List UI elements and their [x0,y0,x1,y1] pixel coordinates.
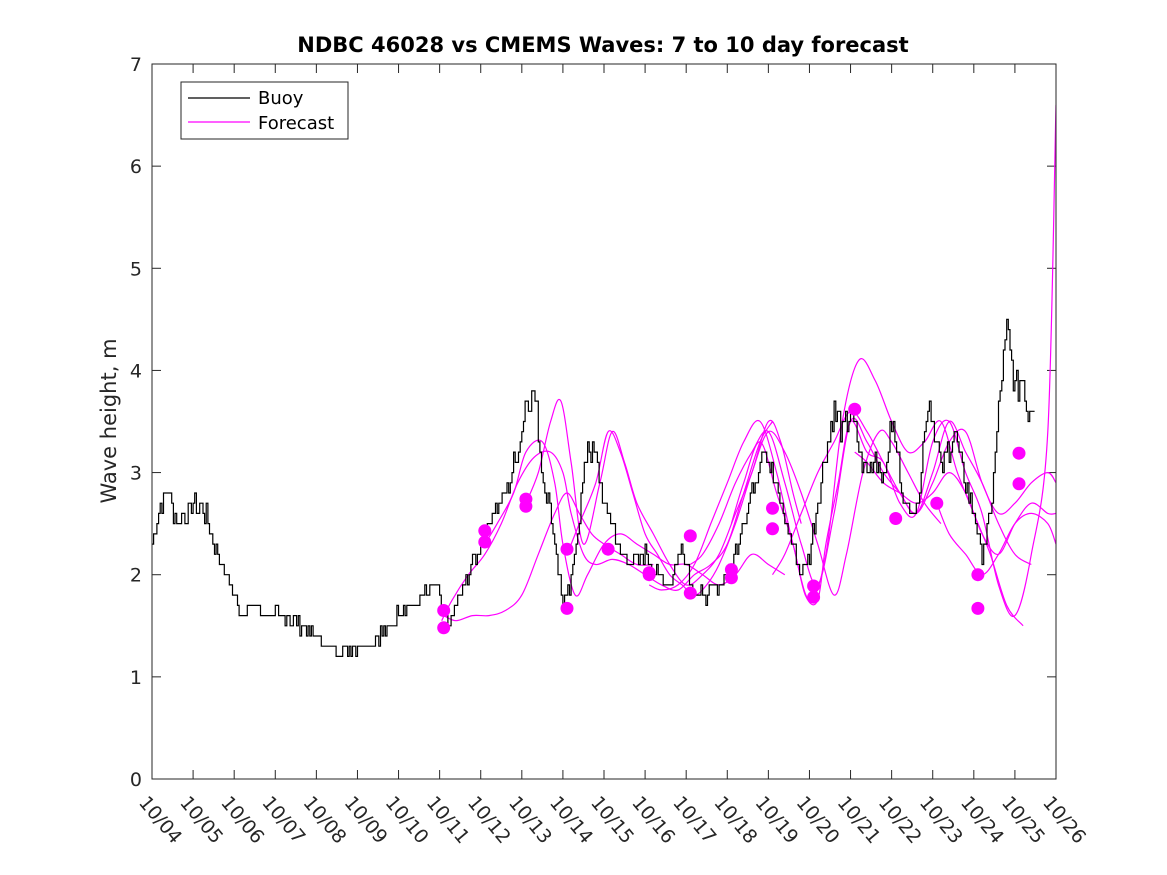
y-tick-label: 7 [130,54,142,76]
x-tick-label: 10/20 [792,792,844,848]
x-tick-label: 10/23 [915,792,967,848]
forecast-marker [1012,477,1026,491]
x-tick-label: 10/19 [751,792,803,848]
buoy-series-line [152,318,1035,657]
y-tick-label: 1 [130,667,142,689]
forecast-line-5 [566,429,942,596]
forecast-line-4 [525,398,802,586]
y-tick-label: 4 [130,360,142,382]
forecast-marker [971,568,985,582]
forecast-marker [807,579,821,593]
forecast-marker [642,568,656,582]
plot-frame [151,63,1057,780]
forecast-marker [683,586,697,600]
legend: Buoy Forecast [180,81,349,140]
forecast-marker [930,496,944,510]
forecast-line-2 [443,492,654,622]
forecast-marker [437,621,451,635]
x-tick-label: 10/10 [381,792,433,848]
x-tick-label: 10/16 [627,792,679,848]
forecast-marker [971,601,985,615]
forecast-marker [683,529,697,543]
x-tick-label: 10/06 [216,792,268,848]
y-tick-label: 6 [130,156,142,178]
forecast-marker [889,512,903,525]
x-tick-label: 10/26 [1038,792,1090,848]
legend-box [180,81,349,140]
forecast-line-6 [648,358,1024,627]
forecast-marker [560,542,574,556]
x-tick-label: 10/07 [257,792,309,848]
forecast-marker [601,542,615,556]
x-tick-label: 10/12 [463,792,515,848]
forecast-marker [478,535,492,549]
x-tick-label: 10/09 [340,792,392,848]
x-tick-label: 10/24 [956,792,1008,848]
forecast-marker [560,601,574,615]
x-tick-label: 10/25 [997,792,1049,848]
x-tick-label: 10/14 [545,792,597,848]
forecast-markers [437,402,1026,635]
forecast-marker [766,522,779,536]
forecast-marker [724,571,738,585]
x-tick-label: 10/17 [668,792,720,848]
forecast-line-10 [854,451,1056,555]
y-tick-label: 5 [130,258,142,280]
forecast-marker [478,524,492,538]
forecast-marker [766,501,779,515]
y-tick-label: 0 [130,769,142,791]
forecast-line-7 [689,417,1032,586]
y-tick-label: 3 [130,463,142,485]
forecast-marker [848,402,862,416]
y-tick-label: 2 [130,565,142,587]
x-tick-label: 10/11 [422,792,474,848]
forecast-marker [807,590,821,604]
x-tick-label: 10/15 [586,792,638,848]
forecast-marker [1012,446,1026,460]
x-tick-label: 10/18 [709,792,761,848]
x-tick-label: 10/08 [299,792,351,848]
chart-title: NDBC 46028 vs CMEMS Waves: 7 to 10 day f… [297,33,908,57]
x-tick-label: 10/05 [175,792,227,848]
plot-area [152,64,1056,779]
x-tick-label: 10/13 [504,792,556,848]
x-tick-label: 10/21 [833,792,885,848]
forecast-marker [519,499,533,513]
legend-forecast-label: Forecast [258,113,334,134]
x-tick-label: 10/04 [134,792,186,848]
legend-buoy-label: Buoy [258,88,304,109]
forecast-marker [437,604,451,617]
x-tick-label: 10/22 [874,792,926,848]
forecast-line-11 [936,502,1056,576]
y-axis-label: Wave height, m [97,338,121,503]
